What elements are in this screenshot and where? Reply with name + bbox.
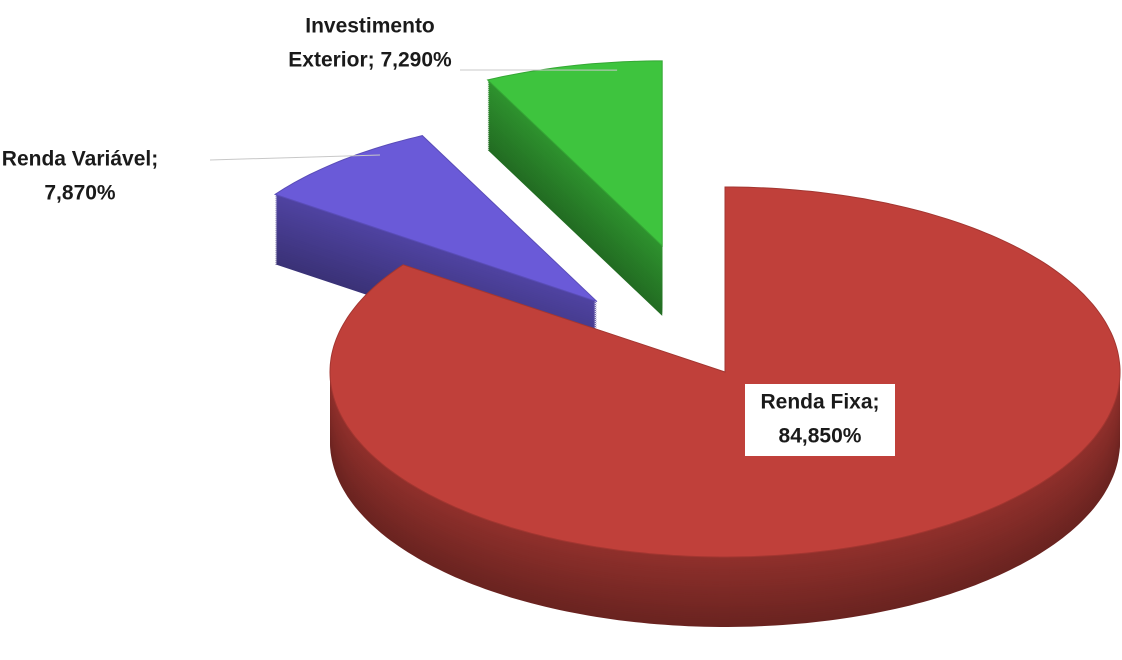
slices <box>273 60 1121 627</box>
slice <box>329 186 1121 558</box>
slice <box>273 135 598 303</box>
data-label: Renda Variável; <box>2 148 158 171</box>
data-label: Investimento <box>305 15 435 38</box>
data-label: Exterior; 7,290% <box>288 49 452 72</box>
data-label: Renda Fixa; <box>760 391 879 414</box>
leader-line <box>209 154 380 161</box>
label-background <box>745 384 895 456</box>
data-label: 7,870% <box>44 182 116 205</box>
labels: Renda Fixa; 84,850% Renda Variável; 7,870% I… <box>2 15 895 456</box>
data-label: 84,850% <box>779 425 862 448</box>
slice <box>486 60 663 248</box>
